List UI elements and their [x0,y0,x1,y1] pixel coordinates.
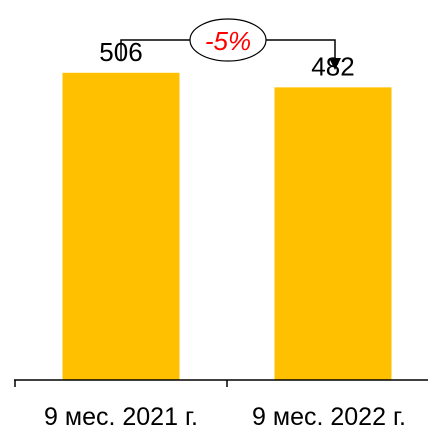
bar-value-label-2: 482 [311,51,354,81]
category-label-2: 9 мес. 2022 г. [252,403,406,431]
tick-labels-group: 9 мес. 2021 г. 9 мес. 2022 г. [44,403,406,431]
change-bracket-left [120,39,190,60]
change-ellipse [189,18,267,62]
bars-group [62,72,392,381]
bar-2 [274,87,392,380]
category-label-1: 9 мес. 2021 г. [44,403,198,431]
bar-1 [62,72,180,381]
change-bracket-right [266,39,336,60]
change-annotation: -5% [120,18,341,70]
change-percent-label: -5% [205,26,251,56]
change-arrow-head [329,58,341,70]
